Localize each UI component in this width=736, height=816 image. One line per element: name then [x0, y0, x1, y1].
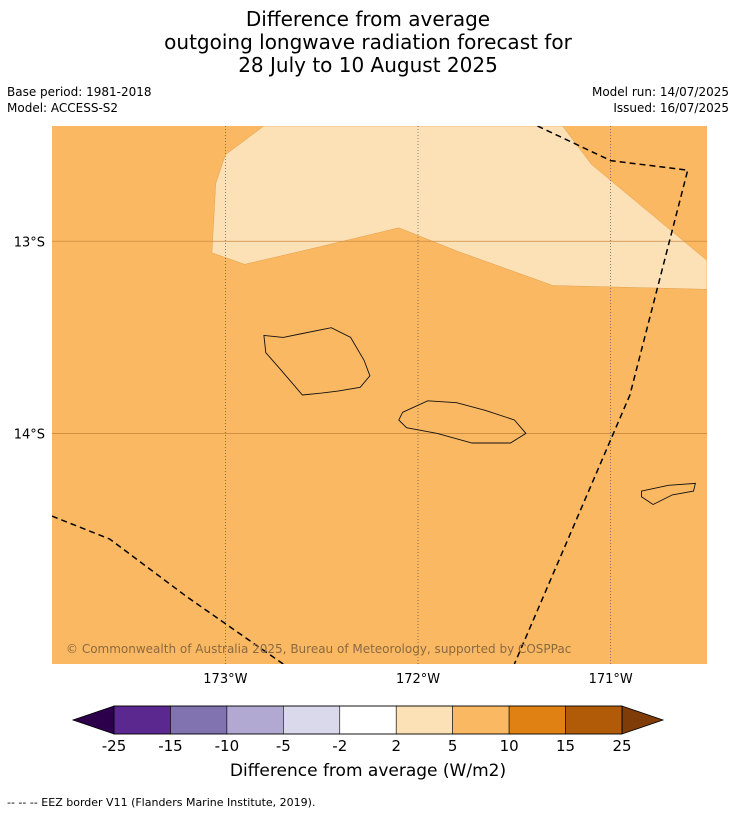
- map-figure: © Commonwealth of Australia 2025, Bureau…: [14, 126, 707, 755]
- copyright-notice: © Commonwealth of Australia 2025, Bureau…: [66, 642, 571, 656]
- colorbar-tick-label: -25: [102, 737, 127, 755]
- colorbar-tick-label: 25: [612, 737, 631, 755]
- lat-tick-label: 13°S: [14, 235, 45, 250]
- model-run: Model run: 14/07/2025: [591, 85, 729, 99]
- map-content: [52, 126, 707, 664]
- colorbar-segment: [339, 705, 397, 735]
- lon-tick-label: 171°W: [589, 672, 633, 687]
- issued-date: Issued: 16/07/2025: [613, 101, 729, 115]
- meta-right: Model run: 14/07/2025 Issued: 16/07/2025: [592, 84, 729, 116]
- colorbar-segment: [565, 705, 623, 735]
- colorbar-tick-label: 15: [556, 737, 575, 755]
- lon-tick-label: 173°W: [203, 672, 247, 687]
- model-name: Model: ACCESS-S2: [7, 101, 119, 115]
- colorbar-tick-label: -15: [158, 737, 183, 755]
- colorbar-extend-high: [621, 705, 665, 735]
- colorbar-segment: [452, 705, 510, 735]
- colorbar-segment: [113, 705, 171, 735]
- colorbar-frame: [113, 705, 623, 735]
- colorbar-tick-label: -5: [276, 737, 291, 755]
- island-outline-upolu: [398, 400, 527, 444]
- colorbar: -25 -15 -10 -5 -2 2 5 10 15 25: [71, 705, 665, 755]
- map-title: Difference from average outgoing longwav…: [0, 8, 736, 77]
- lon-tick-label: 172°W: [396, 672, 440, 687]
- colorbar-title: Difference from average (W/m2): [229, 761, 507, 781]
- colorbar-segment: [395, 705, 453, 735]
- colorbar-segment: [226, 705, 284, 735]
- colorbar-tick-label: 5: [448, 737, 458, 755]
- colorbar-segment: [170, 705, 228, 735]
- title-line-2: outgoing longwave radiation forecast for: [164, 30, 572, 54]
- eez-border-west: [52, 515, 284, 664]
- colorbar-segment: [508, 705, 566, 735]
- colorbar-extend-low: [71, 705, 115, 735]
- lat-tick-label: 14°S: [14, 427, 45, 442]
- map-panel: © Commonwealth of Australia 2025, Bureau…: [14, 126, 707, 687]
- island-outline-tutuila: [641, 482, 696, 506]
- colorbar-tick-label: -2: [332, 737, 347, 755]
- colorbar-tick-label: 10: [500, 737, 519, 755]
- anomaly-region-2-to-5: [211, 126, 707, 290]
- island-outline-savaii: [263, 327, 371, 396]
- colorbar-segment: [283, 705, 341, 735]
- colorbar-tick-label: -10: [215, 737, 240, 755]
- base-period: Base period: 1981-2018: [7, 85, 152, 99]
- eez-border-east: [513, 126, 689, 664]
- meta-left: Base period: 1981-2018 Model: ACCESS-S2: [7, 84, 152, 116]
- title-line-3: 28 July to 10 August 2025: [238, 53, 498, 77]
- colorbar-tick-label: 2: [391, 737, 401, 755]
- title-line-1: Difference from average: [245, 7, 491, 31]
- eez-legend-note: -- -- -- EEZ border V11 (Flanders Marine…: [7, 796, 316, 809]
